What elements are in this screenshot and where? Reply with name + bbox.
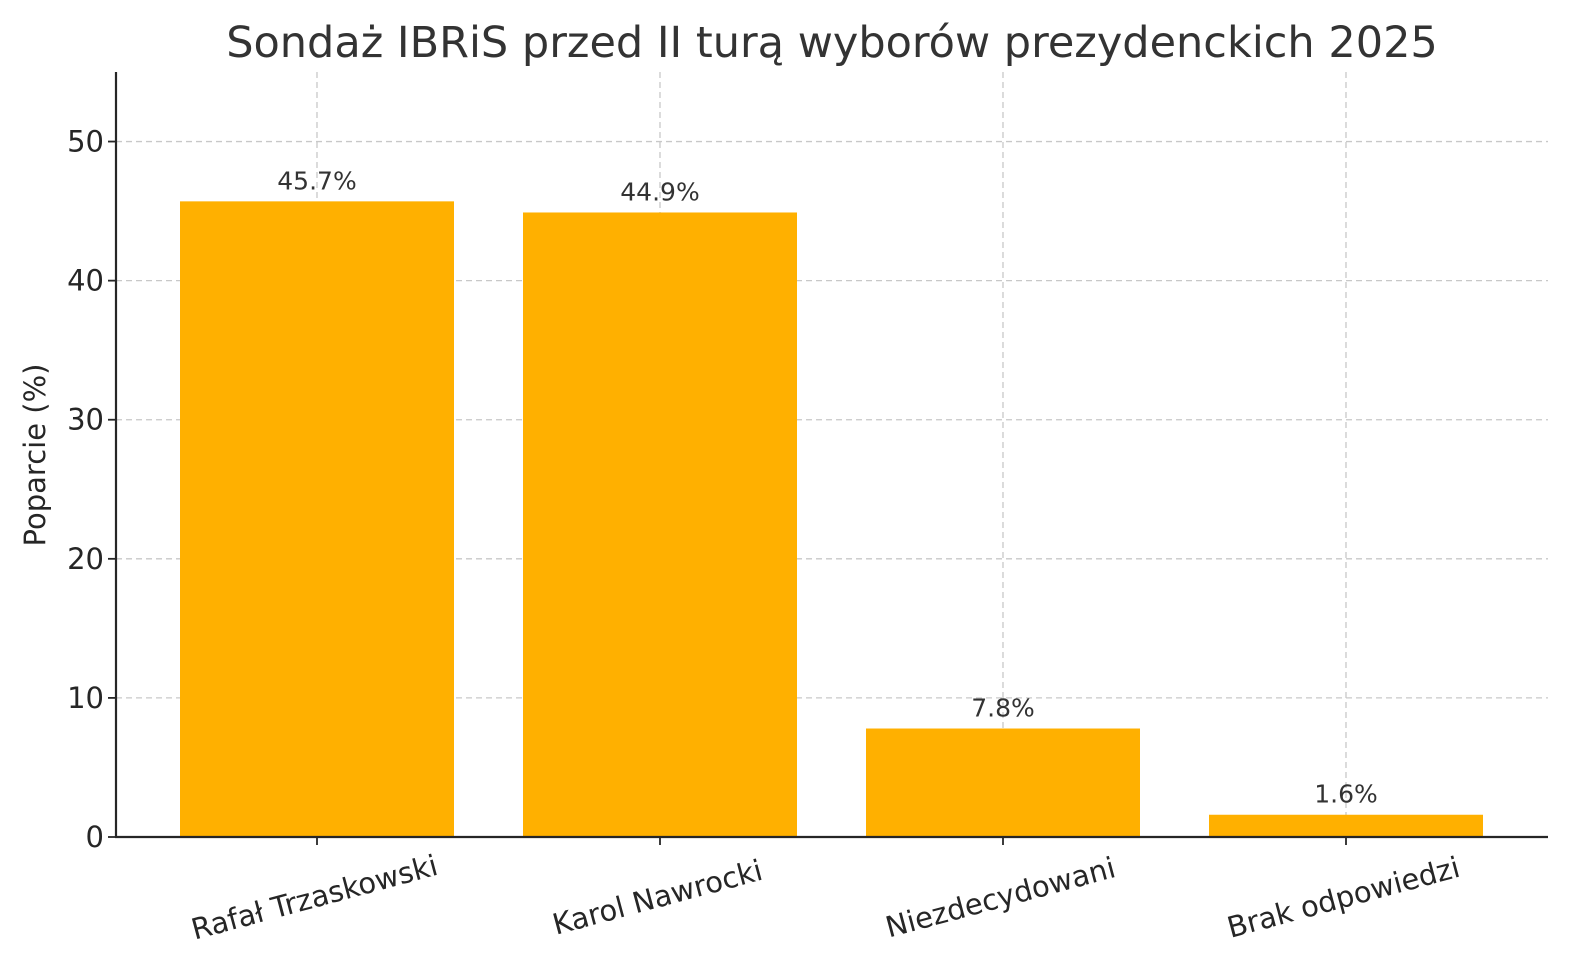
bar: [1209, 814, 1483, 837]
y-axis-label: Poparcie (%): [18, 364, 52, 547]
y-tick-label: 40: [67, 264, 104, 298]
x-tick-label: Karol Nawrocki: [549, 853, 766, 942]
bar: [866, 728, 1140, 837]
bar-value-label: 45.7%: [277, 166, 356, 195]
bar: [180, 201, 454, 837]
x-tick-label: Niezdecydowani: [882, 850, 1119, 944]
axes: [108, 72, 1548, 845]
y-tick-label: 50: [67, 125, 104, 159]
y-tick-label: 20: [67, 542, 104, 576]
chart-title: Sondaż IBRiS przed II turą wyborów prezy…: [226, 18, 1438, 68]
y-tick-label: 30: [67, 403, 104, 437]
bar-value-label: 44.9%: [620, 177, 699, 206]
x-tick-label: Brak odpowiedzi: [1223, 850, 1463, 945]
x-tick-label: Rafał Trzaskowski: [188, 848, 442, 946]
bar-value-label: 7.8%: [971, 694, 1035, 723]
bar-value-label: 1.6%: [1314, 780, 1378, 809]
y-tick-label: 10: [67, 681, 104, 715]
y-tick-label: 0: [86, 820, 104, 854]
bar: [523, 212, 797, 837]
bars: [180, 201, 1483, 837]
